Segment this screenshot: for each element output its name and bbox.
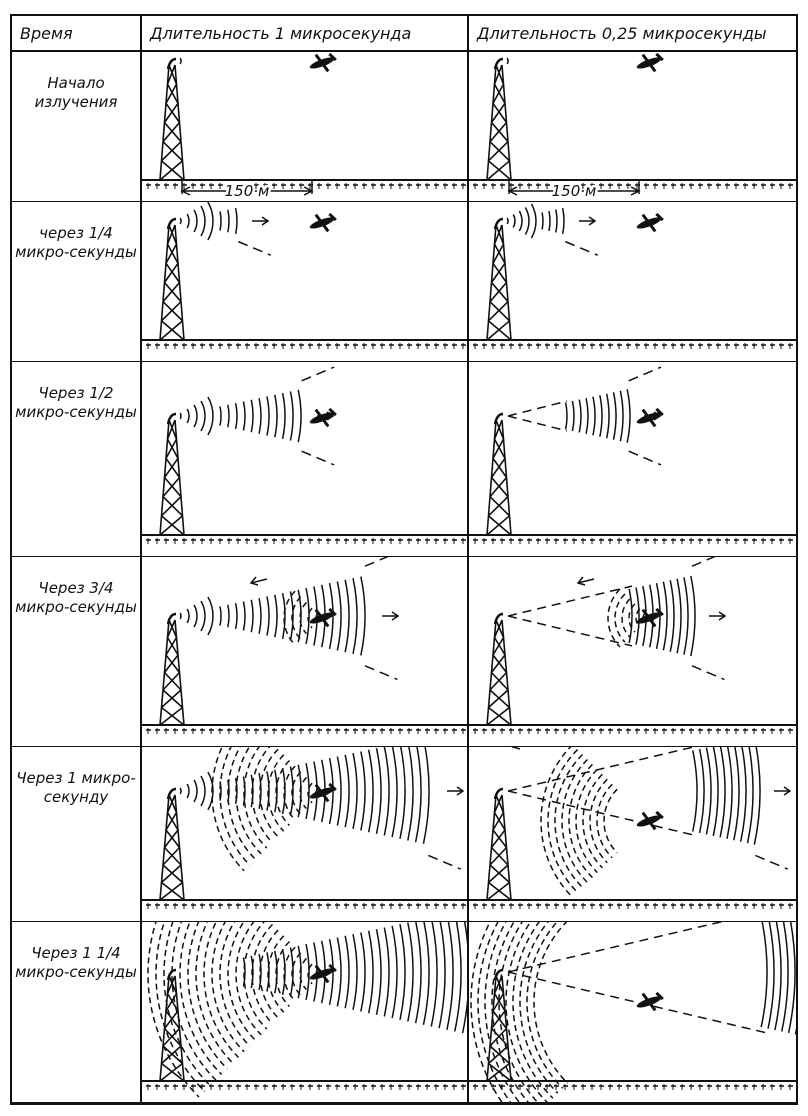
aircraft-icon: [309, 52, 337, 73]
header-time: Время: [12, 16, 140, 52]
svg-text:150 м: 150 м: [225, 182, 270, 200]
row-time-label: Начало излучения: [12, 52, 140, 202]
ground: [469, 899, 796, 909]
ground: [142, 724, 467, 734]
radar-tower-icon: [486, 612, 512, 726]
outgoing-wave: [507, 557, 727, 681]
radar-pulse-table: Время Длительность 1 микросекунда Длител…: [10, 14, 798, 1105]
reflected-wave: [511, 747, 618, 898]
ground: [469, 724, 796, 734]
distance-150m: 150 м: [507, 180, 641, 201]
aircraft-icon: [636, 52, 664, 73]
panel-row1-col2: 150 м: [467, 52, 796, 202]
reflected-wave: [249, 576, 319, 646]
outgoing-wave: [506, 203, 598, 256]
row-time-label: Через 1 микро-секунду: [12, 747, 140, 922]
ground: [142, 534, 467, 544]
radar-tower-icon: [159, 57, 185, 181]
panel-row6-col2: [467, 922, 796, 1103]
ground: [469, 534, 796, 544]
radar-tower-icon: [159, 612, 185, 726]
ground: [142, 1080, 467, 1090]
header-pulse-1us: Длительность 1 микросекунда: [140, 16, 467, 52]
ground: [469, 1080, 796, 1090]
panel-row3-col2: [467, 362, 796, 557]
aircraft-icon: [636, 212, 664, 233]
row-time-label: через 1/4 микро-секунды: [12, 202, 140, 362]
svg-text:150 м: 150 м: [552, 182, 597, 200]
outgoing-wave: [242, 922, 467, 1034]
outgoing-wave: [506, 57, 509, 65]
outgoing-wave: [507, 366, 662, 466]
row-time-label: Через 3/4 микро-секунды: [12, 557, 140, 747]
reflected-wave: [211, 747, 319, 872]
row-time-label: Через 1/2 микро-секунды: [12, 362, 140, 557]
radar-tower-icon: [486, 968, 512, 1082]
radar-tower-icon: [486, 217, 512, 341]
ground: [469, 339, 796, 349]
radar-tower-icon: [486, 787, 512, 901]
panel-row5-col2: [467, 747, 796, 922]
ground: [469, 179, 796, 189]
panel-row2-col1: [140, 202, 467, 362]
outgoing-wave: [179, 557, 400, 681]
outgoing-wave: [179, 202, 271, 256]
panel-row6-col1: [140, 922, 467, 1103]
outgoing-wave: [507, 747, 792, 870]
aircraft-icon: [309, 212, 337, 233]
radar-tower-icon: [159, 217, 185, 341]
panel-row3-col1: [140, 362, 467, 557]
reflected-wave: [147, 922, 319, 1098]
radar-tower-icon: [486, 57, 512, 181]
radar-tower-icon: [159, 412, 185, 536]
reflected-wave: [576, 576, 646, 648]
panel-row1-col1: 150 м: [140, 52, 467, 202]
outgoing-wave: [179, 366, 335, 466]
outgoing-wave: [507, 922, 796, 1035]
outgoing-wave: [179, 57, 182, 65]
panel-row4-col1: [140, 557, 467, 747]
panel-row2-col2: [467, 202, 796, 362]
distance-150m: 150 м: [180, 180, 314, 201]
aircraft-icon: [636, 407, 664, 428]
radar-tower-icon: [486, 412, 512, 536]
aircraft-icon: [636, 991, 664, 1012]
panel-row5-col1: [140, 747, 467, 922]
aircraft-icon: [636, 810, 664, 831]
panel-row4-col2: [467, 557, 796, 747]
aircraft-icon: [309, 407, 337, 428]
ground: [142, 899, 467, 909]
outgoing-wave: [179, 747, 465, 870]
header-pulse-025us: Длительность 0,25 микросекунды: [467, 16, 796, 52]
ground: [142, 339, 467, 349]
reflected-wave: [470, 922, 569, 1102]
row-time-label: Через 1 1/4 микро-секунды: [12, 922, 140, 1103]
radar-tower-icon: [159, 787, 185, 901]
